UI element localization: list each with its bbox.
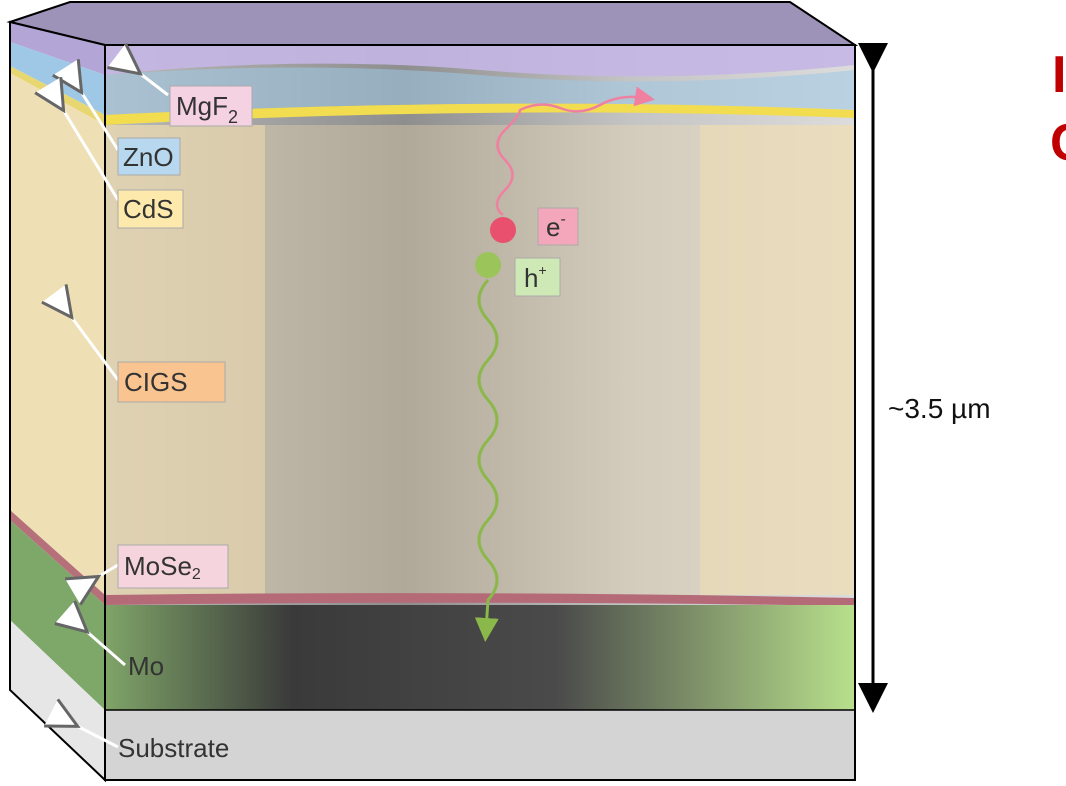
mo-label: Mo bbox=[128, 651, 164, 681]
cds-label: CdS bbox=[123, 194, 174, 224]
top-face bbox=[10, 2, 855, 45]
cigs-diagram: MgF2 ZnO CdS CIGS MoSe2 Mo Substrate e- … bbox=[0, 0, 1066, 786]
electron bbox=[490, 217, 516, 243]
substrate-label: Substrate bbox=[118, 733, 229, 763]
mose2-label: MoSe2 bbox=[124, 551, 201, 583]
zno-label: ZnO bbox=[123, 142, 174, 172]
cropped-heading: I bbox=[1052, 46, 1066, 104]
cropped-heading: C bbox=[1050, 114, 1066, 172]
side-face bbox=[10, 22, 105, 780]
hole bbox=[475, 252, 501, 278]
thickness-label: ~3.5 µm bbox=[888, 393, 991, 424]
front-face bbox=[105, 45, 855, 780]
cigs-label: CIGS bbox=[124, 367, 188, 397]
